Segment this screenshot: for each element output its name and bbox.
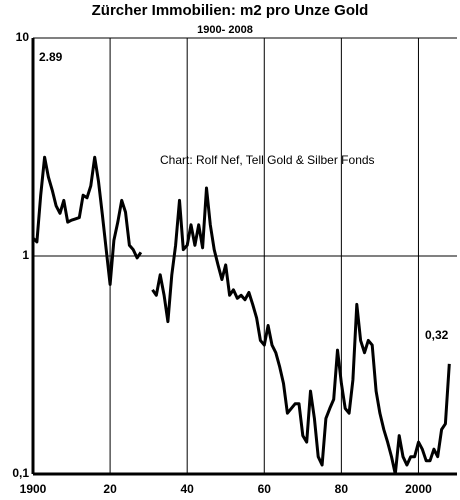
x-tick-label: 1900 xyxy=(20,482,47,496)
annotation: Chart: Rolf Nef, Tell Gold & Silber Fond… xyxy=(160,153,375,167)
x-tick-label: 20 xyxy=(103,482,117,496)
y-tick-label: 1 xyxy=(22,248,29,262)
x-tick-label: 80 xyxy=(335,482,349,496)
y-tick-label: 0,1 xyxy=(12,466,29,480)
x-tick-label: 40 xyxy=(181,482,195,496)
chart-title: Zürcher Immobilien: m2 pro Unze Gold xyxy=(92,2,369,19)
x-tick-label: 2000 xyxy=(405,482,432,496)
annotation: 2.89 xyxy=(39,50,63,64)
data-line xyxy=(31,155,451,476)
chart-subtitle: 1900- 2008 xyxy=(197,24,253,36)
x-tick-label: 60 xyxy=(258,482,272,496)
annotation: 0,32 xyxy=(425,328,449,342)
y-tick-label: 10 xyxy=(16,30,30,44)
